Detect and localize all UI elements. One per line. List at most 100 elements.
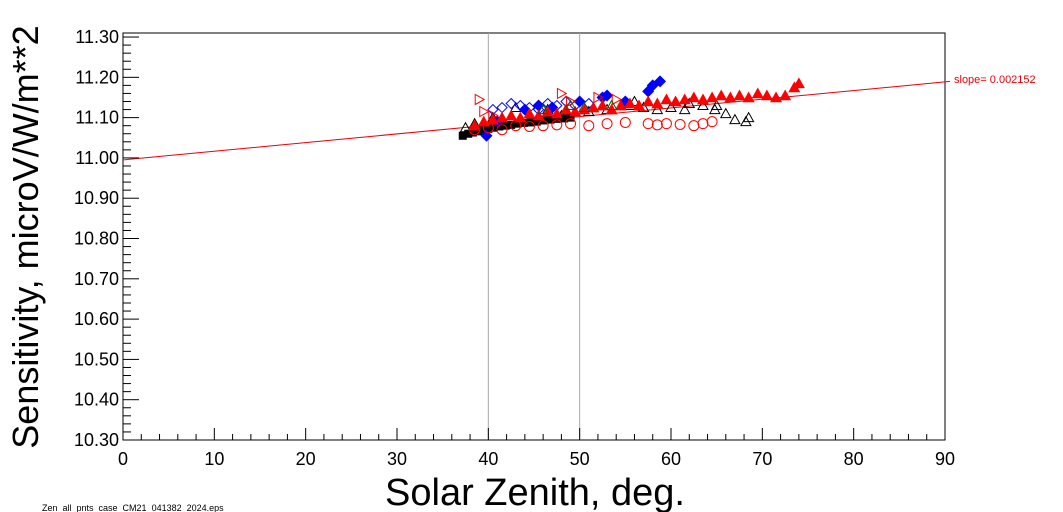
data-point (605, 99, 618, 111)
x-tick-label: 50 (570, 449, 590, 469)
data-point (505, 109, 518, 121)
data-point (697, 118, 709, 130)
data-point (593, 91, 604, 104)
data-point (537, 103, 549, 115)
y-tick-label: 10.80 (74, 229, 119, 249)
data-point (550, 107, 563, 119)
data-point (479, 105, 490, 118)
data-point (495, 122, 504, 131)
data-point (566, 95, 577, 108)
data-point (601, 89, 614, 102)
data-point (665, 101, 677, 113)
y-axis: 10.30 10.40 10.50 10.60 10.70 10.80 10.90 11.00… (74, 27, 139, 450)
data-point (468, 128, 477, 137)
data-point (669, 95, 682, 107)
y-tick-label: 11.10 (75, 108, 119, 128)
data-point (654, 75, 667, 88)
data-point (719, 107, 732, 119)
y-tick-label: 10.50 (74, 349, 119, 369)
data-point (688, 120, 700, 132)
data-point (513, 119, 522, 128)
data-point (532, 117, 541, 126)
x-tick-label: 90 (935, 449, 955, 469)
data-point (601, 118, 613, 130)
data-point (496, 124, 508, 136)
data-point (724, 91, 737, 103)
x-tick-label: 20 (296, 449, 316, 469)
data-point (678, 103, 691, 115)
series-7 (537, 99, 618, 115)
y-tick-label: 11.20 (75, 67, 119, 87)
data-point (532, 99, 545, 112)
y-tick-label: 10.30 (74, 430, 119, 450)
data-point (523, 107, 536, 119)
data-point (619, 116, 631, 128)
plot-frame (122, 32, 946, 441)
data-point (623, 97, 636, 109)
x-tick-label: 0 (118, 449, 128, 469)
data-point (486, 113, 499, 125)
data-point (566, 113, 575, 122)
data-point (496, 111, 509, 123)
x-tick-label: 70 (752, 449, 772, 469)
y-tick-label: 10.60 (74, 309, 119, 329)
data-point (651, 97, 664, 109)
data-point (478, 125, 487, 134)
data-point (706, 116, 718, 128)
y-axis-title: Sensitivity, microV/W/m**2 (5, 25, 46, 448)
data-point (458, 131, 467, 140)
data-point (715, 89, 728, 101)
data-point (751, 87, 764, 99)
data-point (651, 103, 664, 115)
data-point (546, 115, 555, 124)
data-point (583, 97, 595, 110)
plot-area-border (122, 32, 946, 441)
x-tick-label: 60 (661, 449, 681, 469)
data-point (565, 118, 577, 130)
data-point (628, 95, 641, 107)
data-point (605, 103, 618, 115)
data-point (519, 118, 528, 127)
fit-slope-label: slope= 0.002152 (954, 74, 1036, 86)
data-point (496, 101, 508, 114)
data-point (687, 91, 700, 103)
data-point (505, 97, 517, 110)
data-point (742, 91, 755, 103)
data-point (660, 93, 673, 105)
data-point (633, 99, 646, 111)
data-point (611, 93, 623, 106)
footer-filename: Zen_all_pnts_case_CM21_041382_2024.eps (42, 503, 224, 512)
data-point (459, 121, 472, 133)
data-point (674, 118, 686, 130)
x-tick-label: 30 (387, 449, 407, 469)
data-point (729, 113, 741, 125)
data-point (526, 118, 535, 127)
series-6 (468, 77, 805, 131)
data-point (523, 120, 535, 132)
data-point (710, 99, 723, 111)
data-point (474, 127, 483, 136)
data-point (477, 115, 490, 127)
y-tick-label: 11.30 (75, 27, 119, 47)
data-point (587, 101, 600, 113)
data-point (560, 114, 569, 123)
x-axis-title: Solar Zenith, deg. (385, 472, 685, 512)
x-tick-label: 40 (478, 449, 498, 469)
data-point (642, 118, 654, 130)
data-point (792, 77, 805, 89)
data-point (660, 118, 672, 130)
data-point (532, 109, 545, 121)
y-tick-label: 10.70 (74, 269, 119, 289)
data-point (696, 93, 709, 105)
data-point (770, 91, 783, 103)
data-point (651, 119, 663, 131)
data-point (742, 111, 755, 123)
data-point (569, 105, 582, 117)
x-axis: 0 10 20 30 40 50 60 70 80 90 (118, 428, 955, 469)
data-point (642, 95, 655, 107)
data-point (678, 93, 691, 105)
data-point (614, 99, 627, 111)
data-point (551, 119, 563, 131)
data-point (464, 129, 473, 138)
